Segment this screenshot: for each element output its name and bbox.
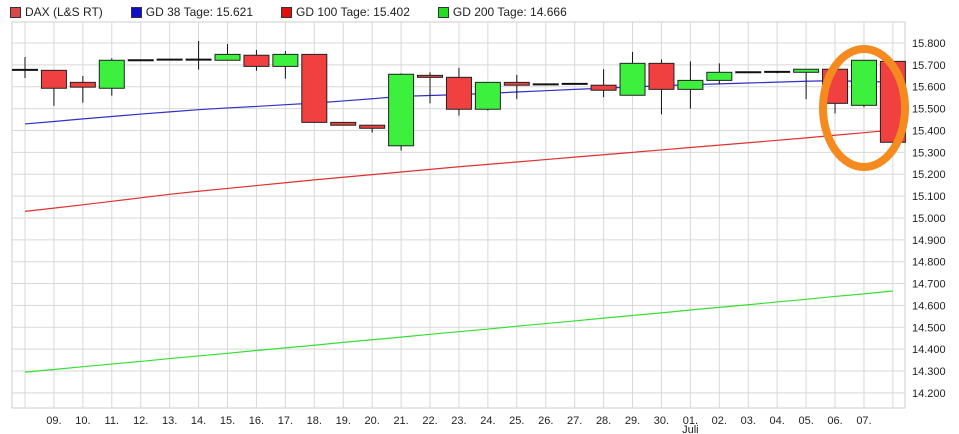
x-tick-label: 01.	[683, 415, 698, 427]
candle-up	[272, 53, 299, 67]
legend-item-gd38: GD 38 Tage: 15.621	[130, 5, 253, 19]
x-tick-label: 05.	[798, 415, 813, 427]
x-tick-label: 10.	[75, 415, 90, 427]
y-tick-label: 15.500	[912, 104, 946, 116]
legend-item-gd100: GD 100 Tage: 15.402	[281, 5, 410, 19]
x-tick-label: 09.	[46, 415, 61, 427]
x-tick-label: 29.	[625, 415, 640, 427]
candle-down	[243, 54, 270, 67]
x-tick-label: 13.	[162, 415, 177, 427]
ma-line-100	[24, 129, 893, 212]
x-tick-label: 12.	[133, 415, 148, 427]
x-tick-label: 30.	[654, 415, 669, 427]
month-label: Juli	[682, 424, 699, 434]
highlight-circle	[819, 45, 909, 171]
ma-line-200	[24, 290, 893, 373]
y-tick-label: 14.400	[912, 344, 946, 356]
y-tick-label: 14.200	[912, 388, 946, 400]
candle-down	[40, 69, 67, 89]
legend: DAX (L&S RT) GD 38 Tage: 15.621 GD 100 T…	[10, 5, 567, 19]
candle-up	[850, 59, 877, 106]
y-tick-label: 14.900	[912, 235, 946, 247]
y-tick-label: 15.400	[912, 125, 946, 137]
candle-down	[445, 76, 472, 110]
x-tick-label: 04.	[770, 415, 785, 427]
y-tick-label: 15.600	[912, 82, 946, 94]
y-tick-label: 14.300	[912, 366, 946, 378]
candle-up	[677, 79, 704, 90]
candle-up	[706, 71, 733, 81]
y-tick-label: 15.800	[912, 38, 946, 50]
candle-down	[417, 74, 444, 78]
candle-up	[619, 62, 646, 96]
y-tick-label: 15.300	[912, 147, 946, 159]
candle-down	[648, 62, 675, 90]
x-tick-label: 21.	[393, 415, 408, 427]
x-tick-label: 14.	[191, 415, 206, 427]
x-tick-label: 18.	[307, 415, 322, 427]
candle-down	[69, 81, 96, 88]
legend-item-gd200: GD 200 Tage: 14.666	[437, 5, 567, 19]
x-tick-label: 20.	[365, 415, 380, 427]
y-tick-label: 14.800	[912, 257, 946, 269]
candle-down	[503, 81, 530, 86]
legend-swatch	[10, 6, 21, 18]
x-tick-label: 24.	[480, 415, 495, 427]
legend-label: DAX (L&S RT)	[25, 5, 103, 19]
y-tick-label: 15.700	[912, 60, 946, 72]
y-tick-label: 14.700	[912, 279, 946, 291]
y-tick-label: 15.200	[912, 169, 946, 181]
x-tick-label: 11.	[105, 415, 119, 427]
legend-swatch	[130, 6, 142, 18]
legend-label: GD 100 Tage: 15.402	[296, 5, 410, 19]
y-tick-label: 15.000	[912, 213, 946, 225]
candle-down	[330, 121, 357, 126]
candle-down	[590, 84, 617, 91]
legend-label: GD 200 Tage: 14.666	[452, 5, 567, 19]
x-tick-label: 03.	[741, 415, 756, 427]
candle-up	[793, 68, 820, 73]
legend-label: GD 38 Tage: 15.621	[145, 5, 253, 19]
y-tick-label: 14.500	[912, 322, 946, 334]
x-tick-label: 25.	[509, 415, 524, 427]
y-tick-label: 14.600	[912, 300, 946, 312]
y-tick-label: 15.100	[912, 191, 946, 203]
x-tick-label: 26.	[538, 415, 553, 427]
x-tick-label: 15.	[220, 415, 235, 427]
candle-down	[359, 124, 386, 129]
candle-up	[388, 73, 415, 147]
x-tick-label: 02.	[712, 415, 727, 427]
x-tick-label: 06.	[827, 415, 842, 427]
x-tick-label: 23.	[451, 415, 466, 427]
x-tick-label: 28.	[596, 415, 611, 427]
candle-up	[474, 81, 501, 110]
legend-item-dax: DAX (L&S RT)	[10, 5, 103, 19]
x-tick-label: 19.	[336, 415, 351, 427]
legend-swatch	[281, 6, 292, 18]
x-tick-label: 27.	[567, 415, 582, 427]
candle-up	[98, 59, 125, 89]
candle-down	[301, 53, 328, 123]
x-tick-label: 17.	[278, 415, 293, 427]
legend-swatch	[437, 6, 449, 18]
x-tick-label: 16.	[249, 415, 264, 427]
x-tick-label: 07.	[856, 415, 871, 427]
x-tick-label: 22.	[422, 415, 437, 427]
candle-up	[214, 53, 241, 61]
